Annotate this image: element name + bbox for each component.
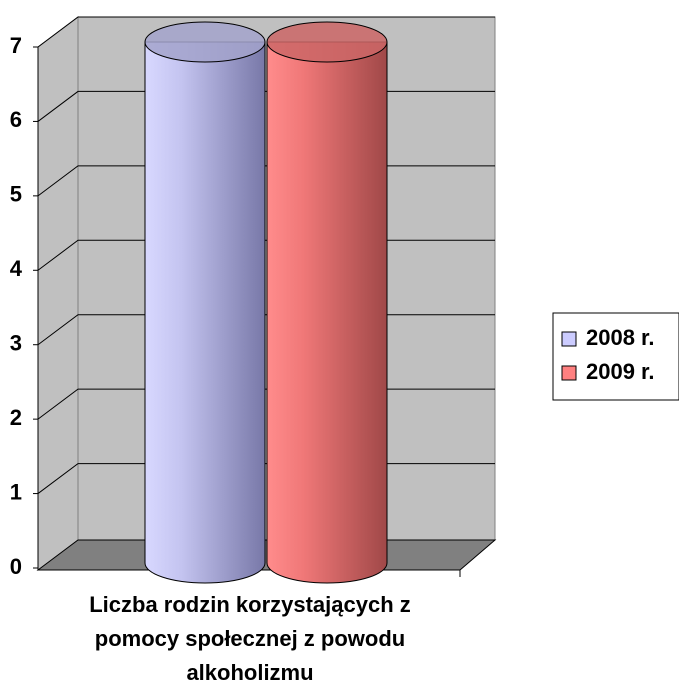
y-tick-label: 7 [10,33,22,58]
side-wall [37,16,79,571]
y-tick-label: 2 [10,405,22,430]
cylinder-top [266,21,388,63]
y-tick-label: 3 [10,331,22,356]
grid-line [37,16,495,48]
legend-box [552,312,679,401]
y-tick-label: 4 [10,256,23,281]
y-tick-label: 6 [10,107,22,132]
y-tick-label: 1 [10,479,22,504]
cylinder [266,41,388,584]
y-tick-label: 0 [10,554,22,579]
x-tick-label: Liczba rodzin korzystających z pomocy sp… [89,592,411,684]
cylinder-top [144,21,266,63]
y-tick-label: 5 [10,182,22,207]
cylinder [144,41,266,584]
legend-label: 2008 r. [586,325,655,350]
legend-swatch [561,365,577,381]
legend-label: 2009 r. [586,359,655,384]
legend-swatch [561,331,577,347]
